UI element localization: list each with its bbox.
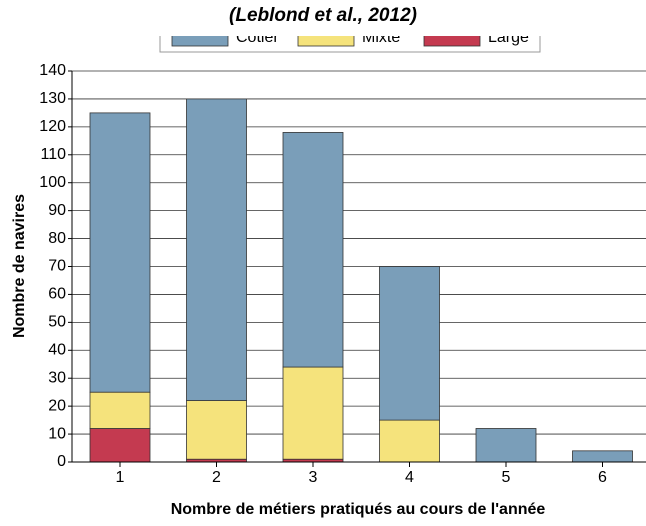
y-tick-label: 140 — [39, 62, 66, 79]
y-tick-label: 20 — [48, 397, 66, 414]
y-tick-label: 80 — [48, 230, 66, 247]
x-tick-label: 6 — [598, 469, 607, 486]
x-tick-label: 2 — [212, 469, 221, 486]
x-axis-label: Nombre de métiers pratiqués au cours de … — [171, 501, 546, 518]
bar-segment — [379, 419, 440, 463]
bar-segment — [186, 400, 247, 460]
bar-segment — [475, 428, 537, 463]
bar-segment — [282, 366, 344, 460]
bar-segment — [89, 112, 151, 393]
chart-title: (Leblond et al., 2012) — [229, 5, 417, 26]
y-tick-label: 120 — [39, 118, 66, 135]
y-tick-label: 110 — [40, 146, 66, 163]
bar-segment — [89, 391, 151, 429]
y-tick-label: 60 — [48, 286, 66, 303]
y-tick-label: 70 — [48, 258, 66, 275]
y-tick-label: 30 — [48, 369, 66, 386]
x-tick-label: 3 — [309, 469, 318, 486]
bar-segment — [572, 450, 633, 463]
bar-segment — [282, 132, 344, 368]
bar-segment — [186, 98, 247, 401]
y-tick-label: 40 — [48, 342, 66, 359]
x-tick-label: 4 — [405, 469, 414, 486]
y-tick-label: 50 — [48, 314, 66, 331]
legend-clip — [150, 0, 550, 36]
y-tick-label: 130 — [39, 90, 66, 107]
y-axis-label: Nombre de navires — [11, 194, 28, 338]
x-tick-label: 1 — [116, 469, 125, 486]
x-tick-label: 5 — [502, 469, 511, 486]
y-tick-label: 100 — [39, 174, 66, 191]
bar-segment — [89, 428, 151, 463]
y-tick-label: 10 — [48, 425, 66, 442]
y-tick-label: 90 — [48, 202, 66, 219]
y-tick-label: 0 — [57, 453, 66, 470]
bar-segment — [379, 266, 440, 421]
